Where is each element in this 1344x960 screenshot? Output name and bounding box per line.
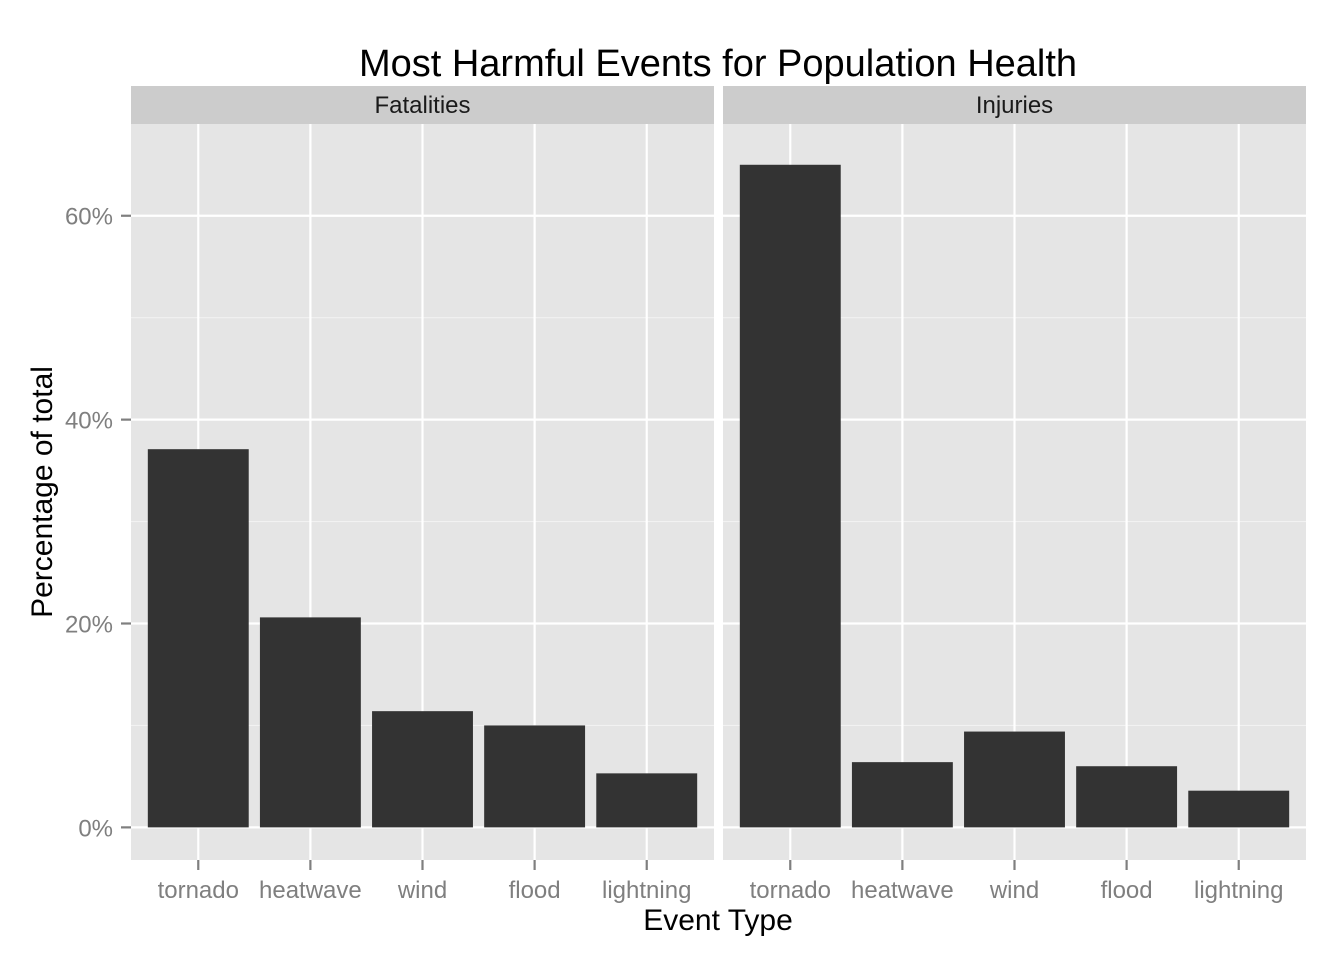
bar-injuries-lightning bbox=[1188, 790, 1290, 828]
x-tick-label: tornado bbox=[750, 877, 831, 904]
bar-fatalities-flood bbox=[484, 725, 586, 828]
y-axis: 0% 20% 40% 60% bbox=[65, 204, 131, 842]
x-axis-title: Event Type bbox=[643, 904, 793, 937]
facet-panel-fatalities: Fatalities tornado heatwave wind flood lightn… bbox=[131, 86, 714, 904]
facet-panels: Fatalities tornado heatwave wind flood lightn… bbox=[131, 86, 1306, 904]
x-tick-label: lightning bbox=[1194, 877, 1283, 904]
x-tick-label: flood bbox=[1101, 877, 1153, 904]
x-tick-label: wind bbox=[397, 877, 447, 904]
bar-injuries-flood bbox=[1076, 766, 1178, 828]
bar-fatalities-lightning bbox=[596, 773, 698, 828]
chart-title: Most Harmful Events for Population Healt… bbox=[359, 43, 1077, 85]
bar-injuries-tornado bbox=[739, 164, 841, 828]
x-tick-label: heatwave bbox=[259, 877, 362, 904]
facet-strip-label: Fatalities bbox=[374, 92, 470, 119]
y-tick-label: 20% bbox=[65, 612, 113, 639]
x-tick-label: flood bbox=[509, 877, 561, 904]
y-tick-label: 60% bbox=[65, 204, 113, 231]
y-axis-title: Percentage of total bbox=[26, 366, 59, 618]
facet-strip-label: Injuries bbox=[976, 92, 1053, 119]
x-tick-label: lightning bbox=[602, 877, 691, 904]
bar-fatalities-tornado bbox=[147, 449, 249, 828]
x-tick-label: wind bbox=[989, 877, 1039, 904]
x-tick-label: heatwave bbox=[851, 877, 954, 904]
bar-injuries-heatwave bbox=[851, 762, 953, 828]
facet-strip bbox=[131, 86, 714, 124]
y-tick-label: 40% bbox=[65, 408, 113, 435]
facet-panel-injuries: Injuries tornado heatwave wind flood lightnin… bbox=[723, 86, 1306, 904]
bar-fatalities-heatwave bbox=[259, 617, 361, 828]
bar-fatalities-wind bbox=[372, 711, 473, 828]
bar-injuries-wind bbox=[964, 731, 1065, 828]
facet-strip bbox=[723, 86, 1306, 124]
y-tick-label: 0% bbox=[78, 815, 113, 842]
x-tick-label: tornado bbox=[158, 877, 239, 904]
